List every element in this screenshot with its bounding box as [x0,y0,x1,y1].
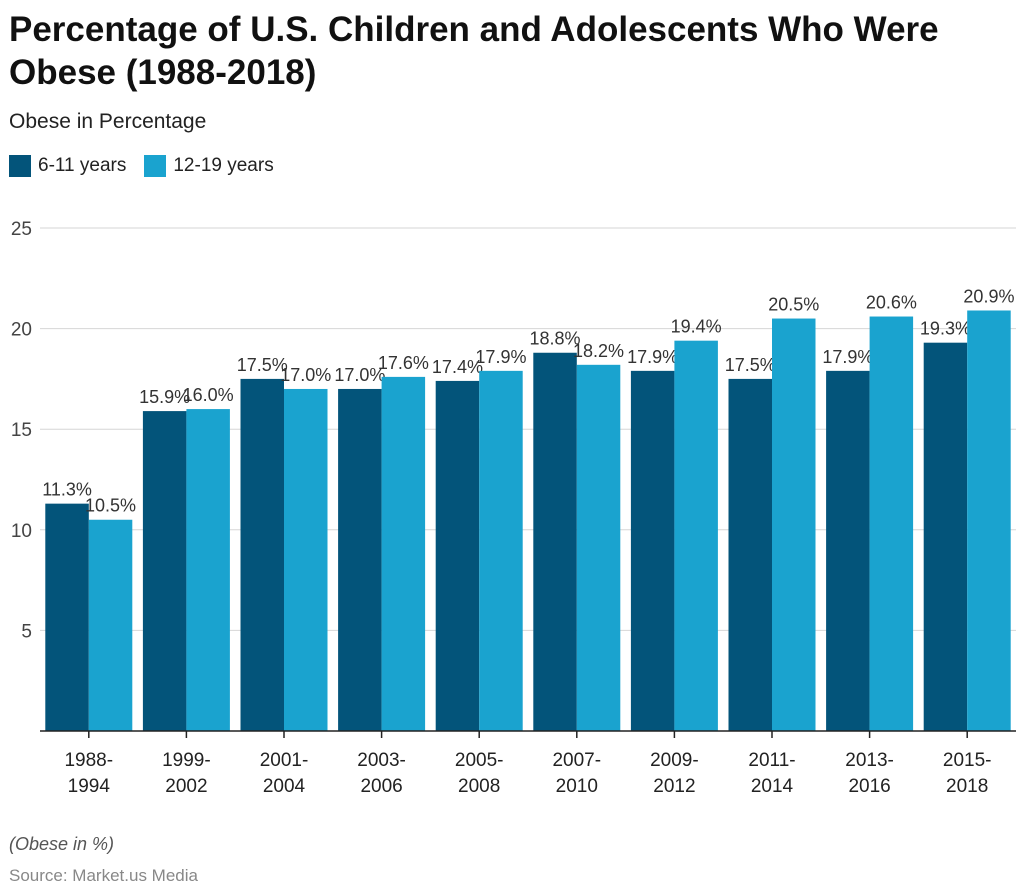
legend-label: 12-19 years [173,155,274,176]
bar-6-11 [45,503,89,731]
y-tick-label: 20 [11,320,32,341]
data-label: 10.5% [85,496,136,516]
x-tick-label: 2011- [748,750,795,771]
data-label: 17.5% [237,355,288,375]
legend-label: 6-11 years [38,155,127,176]
bar-12-19 [576,364,621,731]
legend-swatch [144,155,167,177]
x-tick-label: 2003- [357,750,406,771]
chart-note: (Obese in %) [9,834,115,854]
chart-title: Percentage of U.S. Children and Adolesce… [9,10,939,92]
data-label: 17.0% [280,365,331,385]
data-label: 17.6% [378,353,429,373]
x-tick-label: 2013- [845,750,894,771]
bar-12-19 [186,409,230,731]
legend: 6-11 years 12-19 years [9,155,274,177]
x-tick-label: 2015- [943,750,992,771]
data-label: 16.0% [183,385,234,405]
y-tick-label: 10 [11,521,32,542]
bar-12-19 [772,318,816,731]
bar-6-11 [630,370,675,731]
data-label: 20.9% [963,286,1014,306]
bar-6-11 [826,370,870,731]
data-label: 20.6% [866,293,917,313]
x-tick-label: 2008 [458,776,500,797]
data-label: 17.9% [475,347,526,367]
data-label: 19.4% [671,317,722,337]
bar-12-19 [284,388,328,731]
y-tick-label: 25 [11,219,32,240]
x-tick-label: 2006 [360,776,402,797]
bar-6-11 [728,378,772,731]
data-label: 11.3% [42,480,92,500]
x-tick-label: 2002 [165,776,207,797]
x-tick-label: 1994 [68,776,111,797]
x-tick-label: 2004 [263,776,306,797]
bar-6-11 [338,388,382,731]
bar-12-19 [869,316,914,731]
data-label: 17.9% [627,347,678,367]
x-tick-label: 2009- [650,750,699,771]
x-tick-label: 2012 [653,776,695,797]
legend-item-12-19: 12-19 years [144,155,274,177]
data-label: 17.0% [334,365,385,385]
x-tick-label: 2014 [751,776,794,797]
bar-6-11 [435,380,480,731]
x-tick-label: 2018 [946,776,988,797]
data-label: 17.4% [432,357,483,377]
data-label: 20.5% [768,295,819,315]
x-tick-label: 2005- [455,750,504,771]
x-tick-label: 2010 [556,776,598,797]
data-label: 18.2% [573,341,624,361]
x-tick-label: 2007- [552,750,601,771]
data-label: 17.9% [822,347,873,367]
y-tick-label: 5 [21,621,32,642]
x-tick-label: 1999- [162,750,211,771]
bar-12-19 [479,370,523,731]
bar-12-19 [967,310,1011,731]
data-label: 17.5% [725,355,776,375]
bar-6-11 [240,378,284,731]
y-tick-label: 15 [11,420,32,441]
x-tick-label: 1988- [64,750,113,771]
bar-12-19 [88,519,133,731]
data-label: 19.3% [920,319,971,339]
bar-12-19 [674,340,718,731]
x-tick-label: 2016 [848,776,890,797]
bar-6-11 [923,342,968,731]
chart-subtitle: Obese in Percentage [9,110,207,133]
bar-6-11 [142,411,187,731]
bar-6-11 [533,352,577,731]
legend-item-6-11: 6-11 years [9,155,126,177]
bar-12-19 [381,376,426,731]
data-label: 15.9% [139,387,190,407]
chart-source: Source: Market.us Media [9,866,198,885]
data-label: 18.8% [530,329,581,349]
legend-swatch [9,155,31,177]
x-tick-label: 2001- [260,750,309,771]
